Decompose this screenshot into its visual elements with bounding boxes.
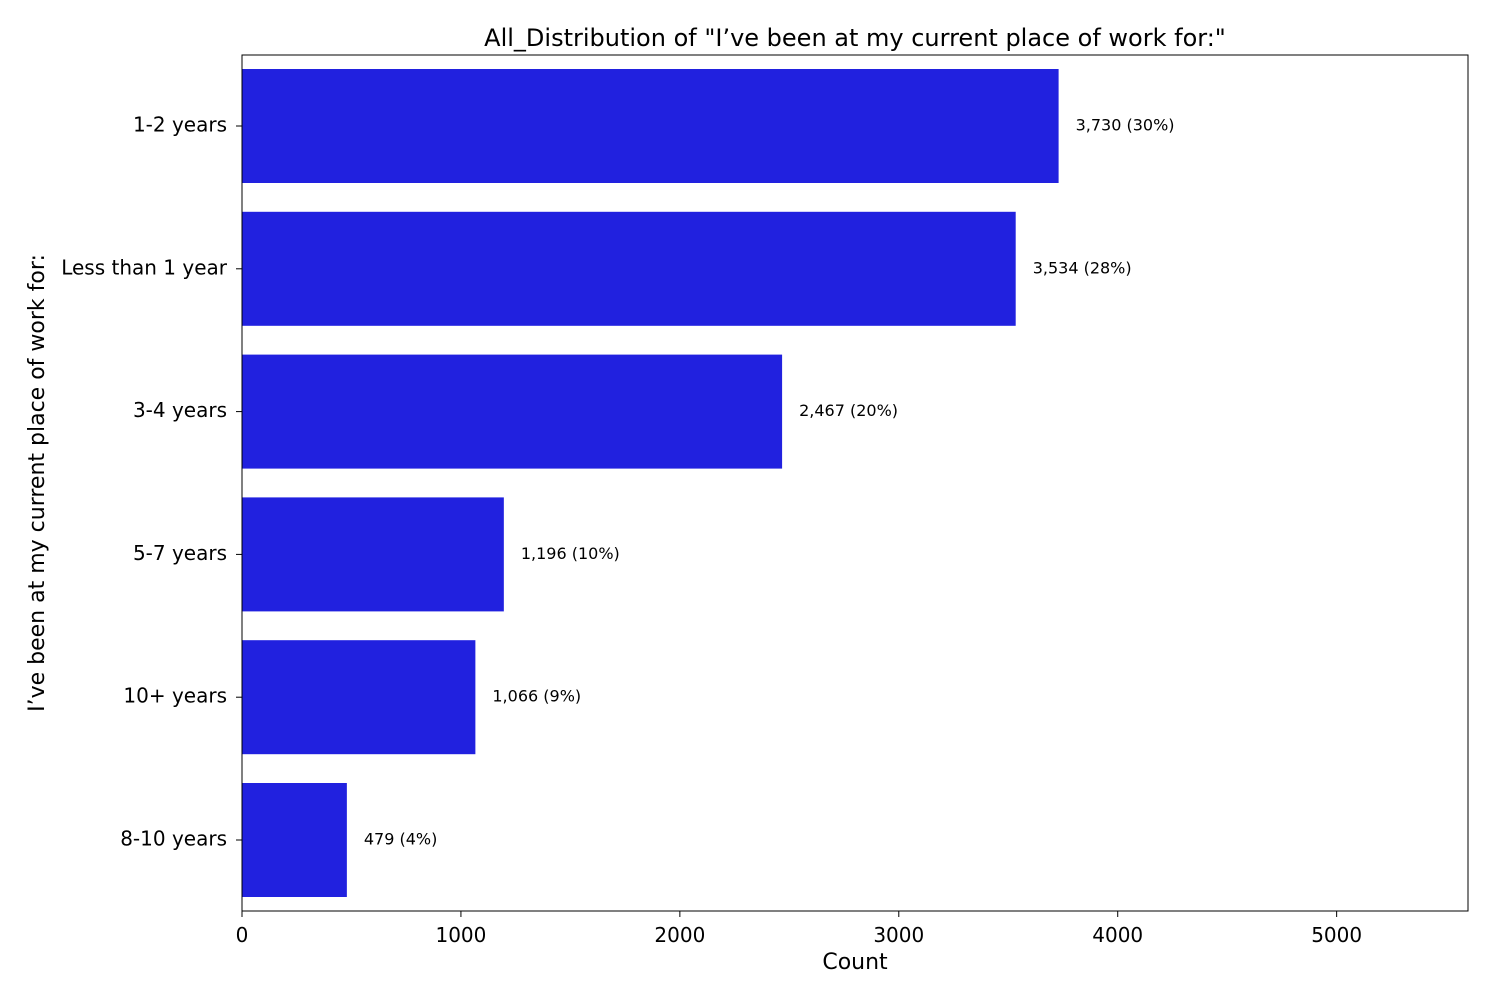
chart-title: All_Distribution of "I’ve been at my cur… <box>484 24 1226 52</box>
y-tick-label: 10+ years <box>123 684 227 708</box>
plot-frame <box>241 54 1469 912</box>
y-tick-label: 3-4 years <box>133 398 227 422</box>
bar <box>242 497 504 612</box>
data-label: 1,196 (10%) <box>521 544 620 563</box>
x-tick-label: 1000 <box>435 923 486 947</box>
y-tick-label: 8-10 years <box>120 827 227 851</box>
bar <box>242 640 476 755</box>
data-label: 3,534 (28%) <box>1033 258 1132 277</box>
y-axis-ticks: 1-2 years Less than 1 year 3-4 years 5-7 ye… <box>61 113 242 851</box>
data-labels-group: 3,730 (30%) 3,534 (28%) 2,467 (20%) 1,196 (… <box>364 116 1175 849</box>
bar <box>242 211 1016 326</box>
y-tick-label: 5-7 years <box>133 541 227 565</box>
data-label: 3,730 (30%) <box>1076 116 1175 135</box>
bar <box>242 354 783 469</box>
bar <box>242 783 347 897</box>
y-tick-label: Less than 1 year <box>61 255 228 279</box>
data-label: 479 (4%) <box>364 830 438 849</box>
x-tick-label: 3000 <box>873 923 924 947</box>
x-axis-ticks: 0 1000 2000 3000 4000 5000 <box>236 911 1362 947</box>
y-axis-label: I’ve been at my current place of work fo… <box>25 254 50 712</box>
data-label: 2,467 (20%) <box>799 401 898 420</box>
data-label: 1,066 (9%) <box>492 687 581 706</box>
x-tick-label: 0 <box>236 923 249 947</box>
bars-group <box>242 69 1059 897</box>
bar <box>242 69 1059 183</box>
x-tick-label: 5000 <box>1311 923 1362 947</box>
x-axis-label: Count <box>822 950 888 975</box>
x-tick-label: 2000 <box>654 923 705 947</box>
x-tick-label: 4000 <box>1092 923 1143 947</box>
y-tick-label: 1-2 years <box>133 113 227 137</box>
